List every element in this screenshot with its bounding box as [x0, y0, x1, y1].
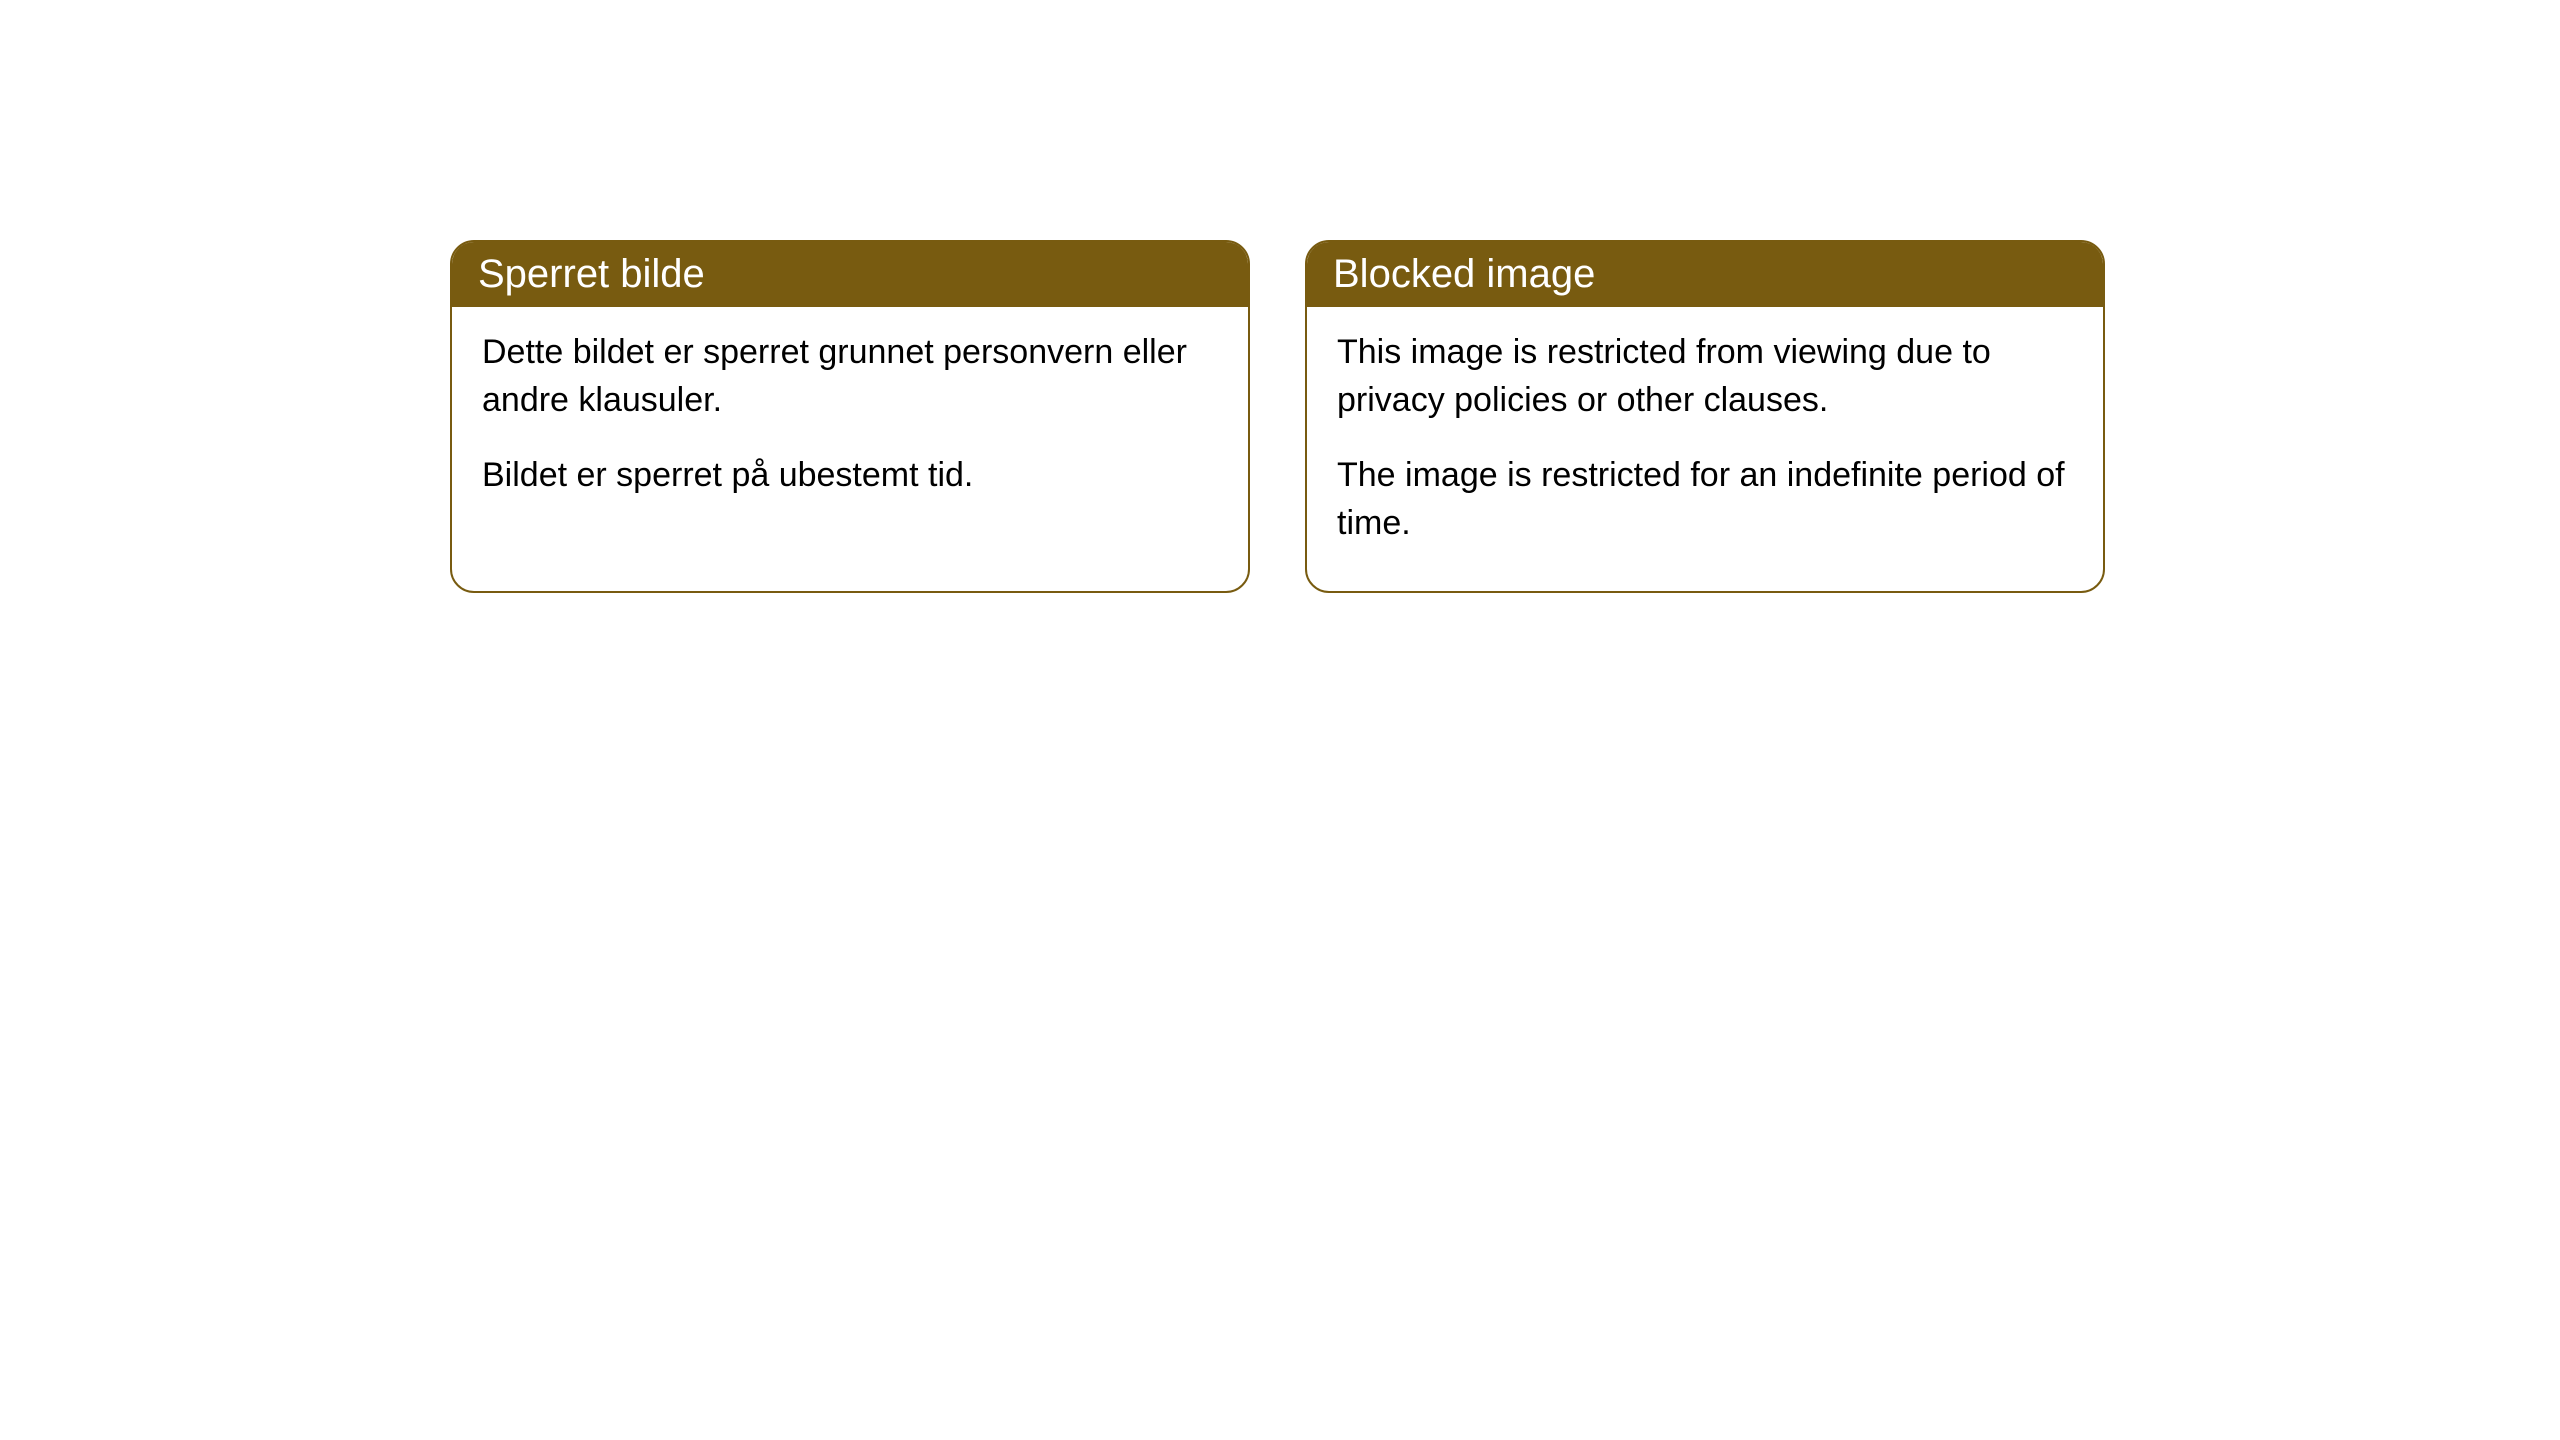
card-title: Blocked image — [1333, 252, 1595, 296]
card-body: This image is restricted from viewing du… — [1307, 307, 2103, 591]
card-body: Dette bildet er sperret grunnet personve… — [452, 307, 1248, 544]
notice-card-norwegian: Sperret bilde Dette bildet er sperret gr… — [450, 240, 1250, 593]
notice-cards-container: Sperret bilde Dette bildet er sperret gr… — [450, 240, 2560, 593]
card-header: Blocked image — [1307, 242, 2103, 307]
card-paragraph: This image is restricted from viewing du… — [1337, 329, 2073, 424]
card-header: Sperret bilde — [452, 242, 1248, 307]
card-title: Sperret bilde — [478, 252, 705, 296]
card-paragraph: The image is restricted for an indefinit… — [1337, 452, 2073, 547]
card-paragraph: Dette bildet er sperret grunnet personve… — [482, 329, 1218, 424]
notice-card-english: Blocked image This image is restricted f… — [1305, 240, 2105, 593]
card-paragraph: Bildet er sperret på ubestemt tid. — [482, 452, 1218, 500]
